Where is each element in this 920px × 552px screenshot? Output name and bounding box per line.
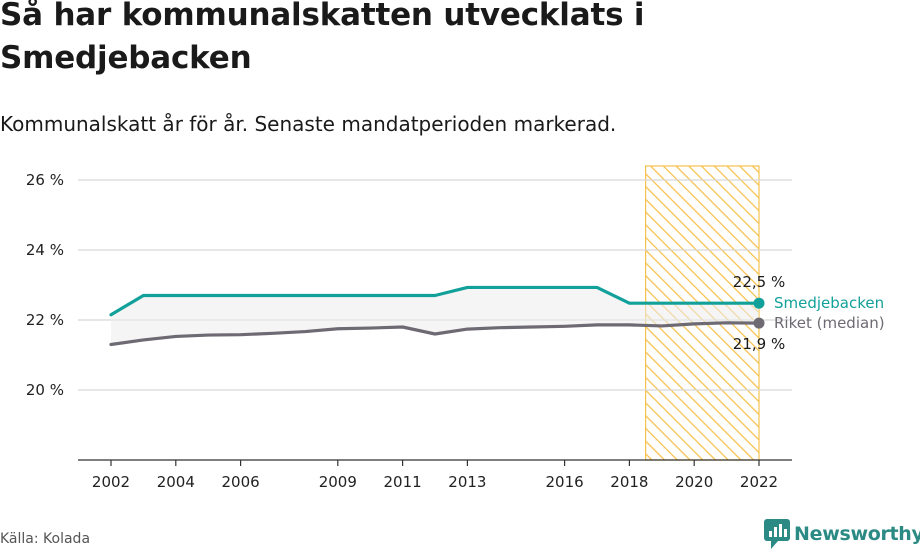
y-tick-label: 22 % xyxy=(26,311,64,329)
x-tick-label: 2006 xyxy=(222,473,260,491)
series-end-point-riket xyxy=(753,317,765,329)
series-line-smedjebacken xyxy=(109,285,761,317)
x-tick-label: 2009 xyxy=(319,473,357,491)
series-gap-area xyxy=(111,287,759,345)
brand-name: Newsworthy xyxy=(794,523,920,545)
x-tick-label: 2018 xyxy=(610,473,648,491)
y-tick-label: 24 % xyxy=(26,241,64,259)
series-line-riket xyxy=(109,321,761,347)
value-label-riket: 21,9 % xyxy=(733,335,785,353)
x-tick-label: 2011 xyxy=(384,473,422,491)
x-tick-label: 2020 xyxy=(675,473,713,491)
source-note: Källa: Kolada xyxy=(0,531,91,547)
newsworthy-logo-icon xyxy=(764,519,790,549)
series-name-smedjebacken: Smedjebacken xyxy=(774,294,884,312)
brand-logo: Newsworthy xyxy=(764,519,920,549)
x-tick-label: 2004 xyxy=(157,473,195,491)
chart-title: Så har kommunalskatten utvecklats i Smed… xyxy=(0,0,645,76)
y-tick-label: 26 % xyxy=(26,171,64,189)
y-tick-label: 20 % xyxy=(26,381,64,399)
value-label-smedjebacken: 22,5 % xyxy=(733,273,785,291)
chart-subtitle: Kommunalskatt år för år. Senaste mandatp… xyxy=(0,112,617,136)
x-tick-label: 2013 xyxy=(448,473,486,491)
series-name-riket: Riket (median) xyxy=(774,314,885,332)
x-tick-label: 2016 xyxy=(546,473,584,491)
x-tick-label: 2022 xyxy=(740,473,778,491)
x-tick-label: 2002 xyxy=(92,473,130,491)
series-end-point-smedjebacken xyxy=(753,297,765,309)
